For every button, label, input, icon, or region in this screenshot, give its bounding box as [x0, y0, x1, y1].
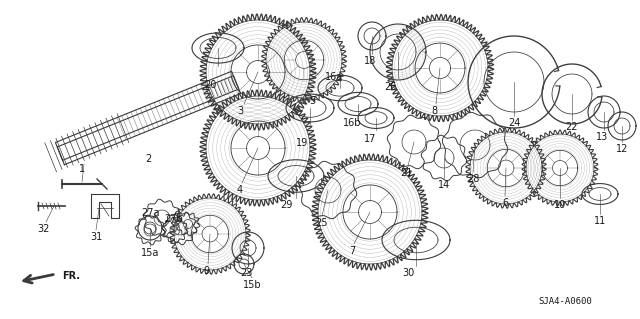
Text: 8: 8 [431, 106, 437, 116]
Text: 2: 2 [145, 154, 151, 164]
Text: 12: 12 [616, 144, 628, 154]
Text: 28: 28 [467, 174, 479, 184]
Text: 13: 13 [596, 132, 608, 142]
Text: 15a: 15a [141, 248, 159, 258]
Text: 1: 1 [79, 164, 85, 174]
Text: 31: 31 [90, 232, 102, 242]
Text: 18: 18 [364, 56, 376, 66]
Text: 11: 11 [594, 216, 606, 226]
Text: SJA4-A0600: SJA4-A0600 [538, 298, 592, 307]
Text: 7: 7 [349, 246, 355, 256]
Text: 3: 3 [237, 106, 243, 116]
Text: 32: 32 [38, 224, 50, 234]
Text: 25: 25 [316, 218, 328, 228]
Text: 17: 17 [364, 134, 376, 144]
Text: 24: 24 [508, 118, 520, 128]
Text: 27b: 27b [164, 214, 184, 224]
Text: 26: 26 [384, 82, 396, 92]
Text: 19: 19 [296, 138, 308, 148]
Text: 14: 14 [438, 180, 450, 190]
Text: 10: 10 [554, 200, 566, 210]
Text: 30: 30 [402, 268, 414, 278]
Text: 22: 22 [566, 122, 579, 132]
Text: 23: 23 [240, 268, 252, 278]
Text: 16b: 16b [343, 118, 361, 128]
Text: 29: 29 [280, 200, 292, 210]
Text: 16a: 16a [325, 72, 343, 82]
Text: 20: 20 [204, 80, 216, 90]
Text: 5: 5 [309, 96, 315, 106]
Text: 15b: 15b [243, 280, 261, 290]
Text: 21: 21 [400, 168, 412, 178]
Text: 9: 9 [203, 266, 209, 276]
Text: FR.: FR. [62, 271, 80, 281]
Text: 27a: 27a [141, 208, 159, 218]
Text: 4: 4 [237, 185, 243, 195]
Text: 6: 6 [502, 198, 508, 208]
